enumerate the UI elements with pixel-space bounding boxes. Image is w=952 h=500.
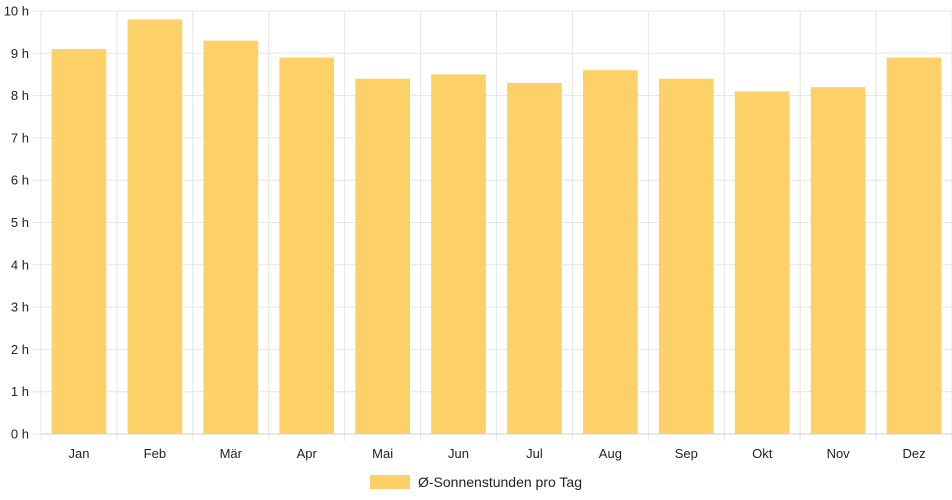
bar-mai [355,78,410,435]
bar-dez [886,57,942,434]
bar-mär [203,40,259,435]
y-tick-label: 6 h [11,173,29,188]
y-tick-label: 8 h [11,88,29,103]
y-tick-label: 5 h [11,215,29,230]
x-tick-label: Mai [372,446,393,461]
x-tick-label: Nov [827,446,851,461]
bar-sep [658,78,714,435]
y-tick-label: 7 h [11,130,29,145]
x-tick-label: Dez [902,446,925,461]
x-tick-label: Mär [220,446,243,461]
x-tick-label: Sep [675,446,698,461]
x-tick-label: Okt [752,446,773,461]
bar-nov [810,87,866,434]
bar-jul [507,82,562,434]
bar-jan [51,49,107,434]
y-tick-label: 10 h [4,4,29,19]
y-tick-label: 0 h [11,427,29,442]
bar-chart: 0 h 1 h 2 h 3 h 4 h 5 h 6 h 7 h 8 h 9 h 10 h Jan Feb… [4,4,952,461]
x-tick-label: Jan [68,446,89,461]
x-tick-label: Apr [297,446,318,461]
y-tick-label: 3 h [11,300,29,315]
x-tick-label: Jul [526,446,543,461]
bar-feb [127,19,183,435]
x-tick-label: Jun [448,446,469,461]
x-tick-label: Aug [599,446,622,461]
legend-swatch [370,475,410,489]
bar-okt [734,91,790,435]
x-tick-label: Feb [144,446,166,461]
legend-label: Ø-Sonnenstunden pro Tag [418,474,582,490]
bar-apr [279,57,335,434]
bar-jun [431,74,486,434]
y-tick-label: 9 h [11,46,29,61]
y-tick-label: 2 h [11,342,29,357]
y-tick-label: 1 h [11,384,29,399]
legend: Ø-Sonnenstunden pro Tag [0,470,952,494]
y-tick-label: 4 h [11,257,29,272]
bar-aug [583,70,638,434]
